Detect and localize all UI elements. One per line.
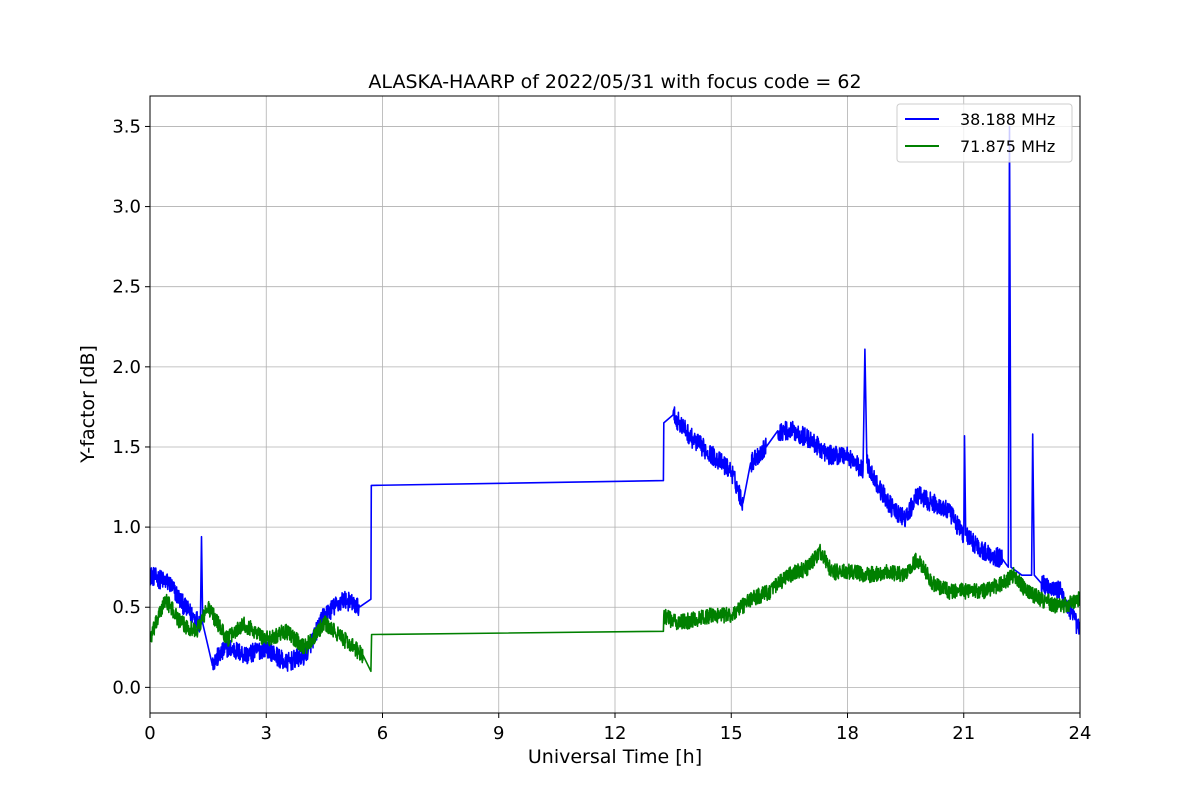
x-axis-label: Universal Time [h] bbox=[528, 746, 702, 768]
legend-label-38mhz: 38.188 MHz bbox=[960, 110, 1055, 129]
y-tick-label: 1.5 bbox=[112, 437, 141, 458]
y-tick-label: 0.0 bbox=[112, 677, 141, 698]
legend: 38.188 MHz 71.875 MHz bbox=[896, 103, 1073, 163]
y-tick-label: 0.5 bbox=[112, 597, 141, 618]
x-tick-label: 6 bbox=[377, 723, 388, 744]
legend-box bbox=[896, 103, 1073, 163]
y-tick-label: 2.5 bbox=[112, 277, 141, 298]
x-tick-label: 3 bbox=[261, 723, 272, 744]
x-tick-label: 18 bbox=[836, 723, 859, 744]
y-tick-label: 3.5 bbox=[112, 116, 141, 137]
x-axis: 0 3 6 9 12 15 18 21 24 bbox=[144, 713, 1091, 744]
x-tick-label: 0 bbox=[144, 723, 155, 744]
x-tick-label: 24 bbox=[1069, 723, 1092, 744]
chart-title: ALASKA-HAARP of 2022/05/31 with focus co… bbox=[368, 71, 861, 93]
y-axis-label: Y-factor [dB] bbox=[77, 345, 99, 464]
x-tick-label: 21 bbox=[952, 723, 975, 744]
y-tick-label: 2.0 bbox=[112, 357, 141, 378]
series-line-71mhz bbox=[150, 543, 1080, 673]
x-tick-label: 15 bbox=[720, 723, 743, 744]
series-layer bbox=[150, 125, 1080, 673]
series-line-38mhz bbox=[150, 125, 1080, 672]
y-tick-label: 1.0 bbox=[112, 517, 141, 538]
x-tick-label: 9 bbox=[493, 723, 504, 744]
x-tick-label: 12 bbox=[604, 723, 627, 744]
y-axis: 0.0 0.5 1.0 1.5 2.0 2.5 3.0 3.5 bbox=[112, 116, 150, 698]
y-tick-label: 3.0 bbox=[112, 197, 141, 218]
legend-label-71mhz: 71.875 MHz bbox=[960, 137, 1055, 156]
